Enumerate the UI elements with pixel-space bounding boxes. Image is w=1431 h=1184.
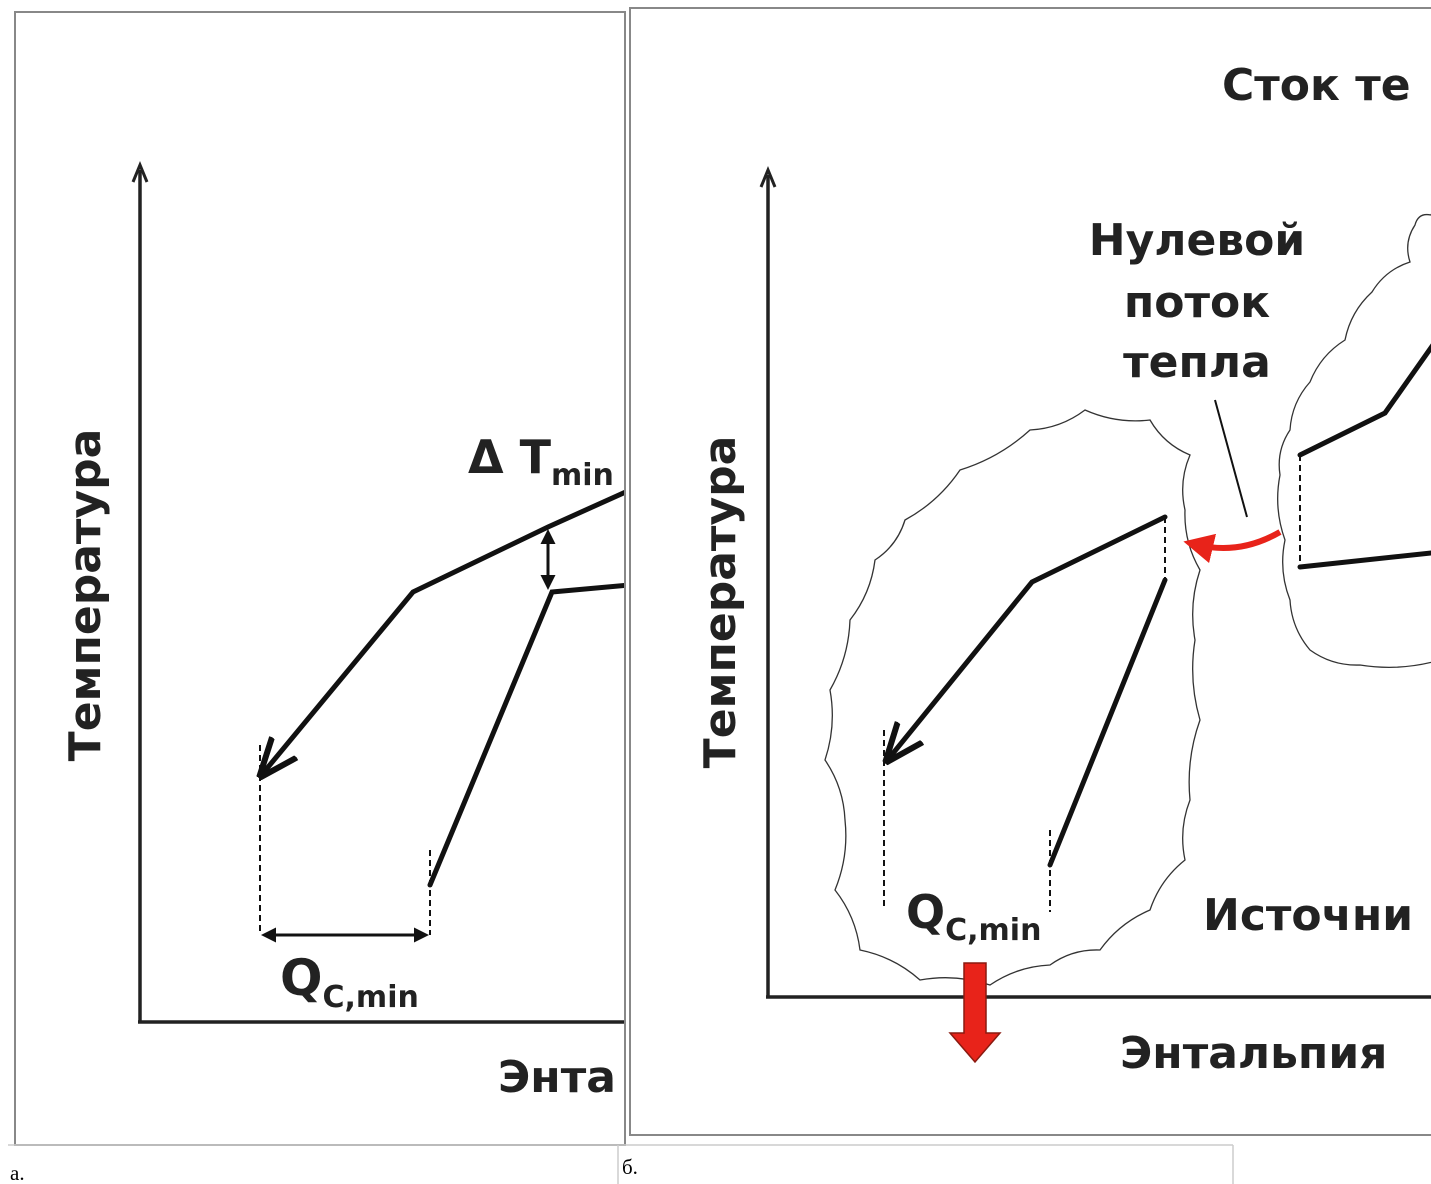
hot-curve [264,489,624,772]
q-symbol: Q [280,949,323,1007]
axis-arrow [759,166,777,188]
zero-flow-line: тепла [1123,337,1271,388]
source-label: Источни [1203,890,1413,941]
heat-out-arrow [948,962,1002,1064]
axis-arrow [131,161,149,183]
panel-b-frame [629,7,1431,1136]
y-axis-label: Температура [60,429,111,762]
pointer-line [1214,399,1248,518]
cold-curve [1047,577,1168,868]
x-axis-label: Энтальпия [1120,1028,1387,1079]
cold-curve [427,583,624,888]
q-label: QC,min [906,885,1041,948]
sink-cold-curve [1297,550,1431,570]
q-subscript: C,min [323,980,419,1015]
panel-b: Сток те Нулевой поток тепла Температура … [695,60,1431,1079]
delta-t-symbol: Δ T [468,430,552,484]
caption: а. [10,1161,25,1184]
zero-flow-arrow [1183,529,1282,564]
sink-hot-curve [1297,343,1431,458]
x-axis-label: Энта [498,1052,616,1103]
q-label: QC,min [280,949,419,1015]
q-symbol: Q [906,885,945,939]
caption: б. [622,1155,638,1179]
zero-flow-line: Нулевой [1089,215,1305,266]
y-axis-label: Температура [695,436,746,769]
sink-label: Сток те [1222,60,1411,111]
delta-t-label: Δ Tmin [468,430,614,493]
source-cloud [824,409,1201,986]
q-subscript: C,min [945,913,1041,948]
delta-t-subscript: min [551,458,614,493]
panel-a: Температура Δ Tmin QC,min Энта [60,161,624,1103]
hot-curve [890,514,1168,757]
zero-flow-line: поток [1124,277,1270,328]
